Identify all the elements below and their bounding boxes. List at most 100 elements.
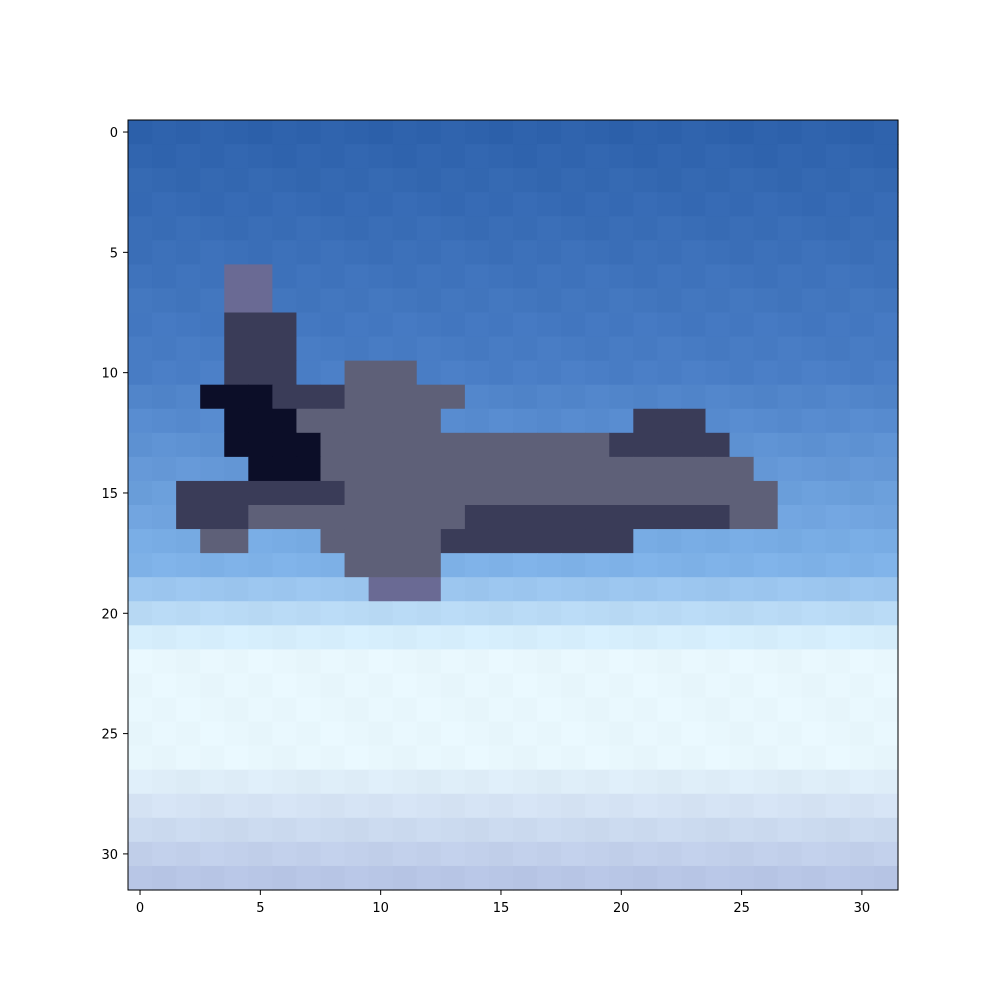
pixel xyxy=(873,336,899,362)
pixel xyxy=(392,817,418,843)
pixel xyxy=(152,841,177,867)
pixel xyxy=(248,649,273,675)
pixel xyxy=(488,721,514,747)
pixel xyxy=(705,240,731,265)
pixel xyxy=(537,216,562,241)
pixel xyxy=(176,312,201,338)
pixel xyxy=(753,312,779,338)
pixel xyxy=(488,625,514,650)
pixel xyxy=(657,120,683,145)
y-tick-label: 15 xyxy=(101,487,118,502)
pixel xyxy=(224,697,249,723)
pixel xyxy=(681,505,707,530)
pixel xyxy=(585,817,610,843)
pixel xyxy=(296,841,322,867)
pixel xyxy=(224,360,249,386)
pixel xyxy=(777,721,803,747)
pixel xyxy=(200,216,225,241)
pixel xyxy=(392,168,418,193)
pixel xyxy=(416,288,442,314)
pixel xyxy=(537,817,562,843)
pixel xyxy=(609,841,634,867)
pixel xyxy=(464,745,490,771)
pixel xyxy=(537,577,562,602)
pixel xyxy=(200,505,225,530)
pixel xyxy=(392,192,418,217)
pixel xyxy=(176,360,201,386)
pixel xyxy=(657,697,683,723)
pixel xyxy=(633,480,658,506)
pixel xyxy=(609,264,634,290)
pixel xyxy=(825,288,851,314)
pixel xyxy=(729,817,755,843)
pixel xyxy=(561,649,586,675)
pixel xyxy=(849,721,875,747)
pixel xyxy=(464,408,490,434)
pixel xyxy=(657,841,683,867)
pixel xyxy=(248,456,273,482)
pixel xyxy=(657,793,683,819)
pixel xyxy=(440,240,466,265)
pixel xyxy=(416,529,442,554)
pixel xyxy=(633,384,658,410)
pixel xyxy=(416,793,442,819)
pixel xyxy=(272,817,298,843)
y-tick-label: 20 xyxy=(101,607,118,622)
pixel xyxy=(416,841,442,867)
pixel xyxy=(513,649,538,675)
x-tick-label: 5 xyxy=(256,901,264,916)
pixel xyxy=(440,649,466,675)
pixel xyxy=(248,817,273,843)
pixel xyxy=(513,505,538,530)
pixel xyxy=(609,408,634,434)
pixel xyxy=(609,360,634,386)
pixel xyxy=(416,384,442,410)
pixel xyxy=(200,601,225,626)
pixel xyxy=(464,336,490,362)
pixel xyxy=(513,673,538,699)
pixel xyxy=(440,312,466,338)
pixel xyxy=(128,336,153,362)
pixel xyxy=(344,577,370,602)
pixel xyxy=(729,745,755,771)
pixel xyxy=(320,577,346,602)
pixel xyxy=(488,384,514,410)
pixel xyxy=(128,360,153,386)
pixel xyxy=(272,360,298,386)
pixel xyxy=(152,240,177,265)
pixel xyxy=(633,865,658,891)
pixel xyxy=(176,144,201,169)
pixel xyxy=(128,601,153,626)
pixel xyxy=(873,745,899,771)
pixel xyxy=(248,432,273,458)
pixel xyxy=(777,336,803,362)
pixel xyxy=(272,120,298,145)
pixel xyxy=(248,216,273,241)
pixel xyxy=(200,745,225,771)
pixel xyxy=(585,192,610,217)
pixel xyxy=(513,553,538,578)
pixel xyxy=(296,817,322,843)
pixel xyxy=(681,553,707,578)
pixel xyxy=(152,336,177,362)
pixel xyxy=(224,312,249,338)
pixel xyxy=(248,673,273,699)
pixel xyxy=(585,288,610,314)
pixel xyxy=(801,865,827,891)
pixel xyxy=(344,432,370,458)
pixel xyxy=(368,288,394,314)
pixel xyxy=(729,529,755,554)
pixel xyxy=(681,601,707,626)
pixel xyxy=(729,865,755,891)
pixel xyxy=(849,577,875,602)
pixel xyxy=(585,577,610,602)
pixel xyxy=(368,144,394,169)
pixel xyxy=(344,192,370,217)
pixel xyxy=(200,625,225,650)
pixel xyxy=(585,432,610,458)
pixel xyxy=(152,216,177,241)
pixel xyxy=(777,120,803,145)
pixel xyxy=(585,697,610,723)
pixel xyxy=(873,432,899,458)
pixel xyxy=(488,360,514,386)
